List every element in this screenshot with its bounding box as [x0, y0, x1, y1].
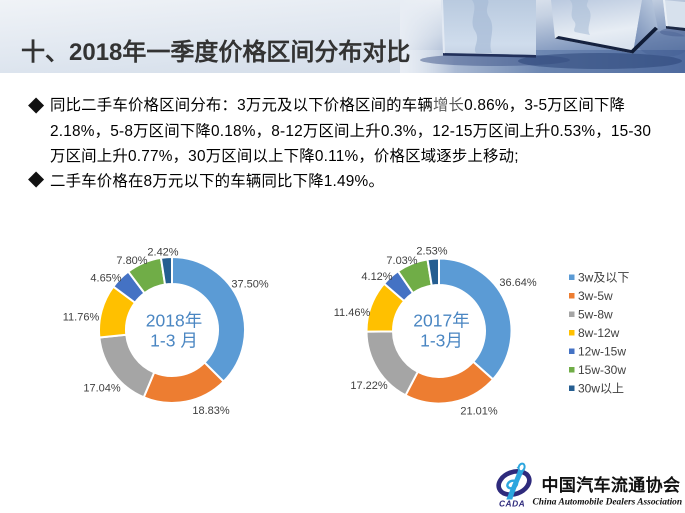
svg-text:7.80%: 7.80% [116, 255, 147, 267]
svg-text:2017年: 2017年 [413, 311, 469, 331]
svg-text:36.64%: 36.64% [499, 277, 537, 289]
svg-text:12w-15w: 12w-15w [578, 345, 626, 359]
svg-text:8w-12w: 8w-12w [578, 326, 620, 340]
svg-text:1-3 月: 1-3 月 [150, 331, 198, 351]
svg-text:2.53%: 2.53% [416, 246, 447, 258]
svg-text:中国汽车流通协会: 中国汽车流通协会 [542, 475, 681, 495]
svg-text:18.83%: 18.83% [192, 405, 230, 417]
svg-text:4.65%: 4.65% [90, 273, 121, 285]
svg-text:15w-30w: 15w-30w [578, 363, 626, 377]
svg-text:3w及以下: 3w及以下 [578, 271, 629, 285]
svg-text:2.42%: 2.42% [147, 247, 178, 259]
svg-text:CADA: CADA [499, 499, 525, 509]
svg-text:37.50%: 37.50% [231, 279, 269, 291]
svg-text:2018年: 2018年 [146, 311, 202, 331]
svg-text:7.03%: 7.03% [386, 255, 417, 267]
svg-text:30w以上: 30w以上 [578, 382, 624, 396]
svg-text:China Automobile Dealers Assoc: China Automobile Dealers Association [533, 498, 683, 508]
svg-text:4.12%: 4.12% [361, 271, 392, 283]
svg-text:17.04%: 17.04% [83, 383, 121, 395]
svg-text:17.22%: 17.22% [350, 380, 388, 392]
svg-text:21.01%: 21.01% [460, 406, 498, 418]
svg-text:11.46%: 11.46% [334, 307, 371, 319]
svg-text:1-3月: 1-3月 [420, 331, 463, 351]
svg-text:5w-8w: 5w-8w [578, 308, 613, 322]
svg-text:11.76%: 11.76% [63, 312, 100, 324]
svg-text:3w-5w: 3w-5w [578, 289, 613, 303]
